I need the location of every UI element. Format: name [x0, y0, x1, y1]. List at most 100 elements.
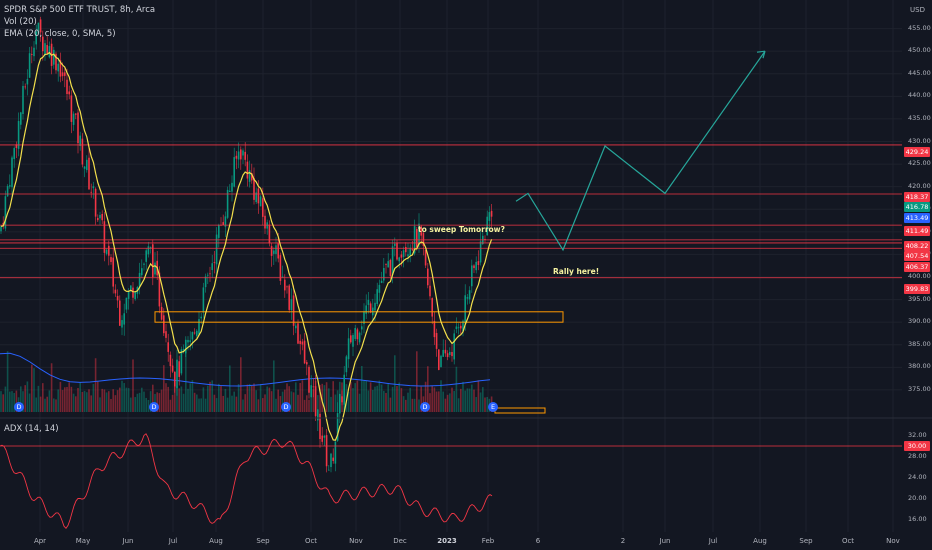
adx-tick-label: 24.00: [908, 472, 927, 481]
rally-annotation: Rally here!: [553, 267, 600, 276]
volume-bar: [471, 384, 473, 412]
volume-bar: [394, 355, 396, 412]
zone-box: [154, 311, 564, 323]
candle-body: [138, 272, 141, 287]
candle-body: [462, 320, 464, 332]
volume-bar: [365, 381, 367, 412]
candle-body: [369, 303, 372, 313]
candle-body: [207, 274, 209, 276]
volume-bar: [231, 395, 233, 412]
price-tick-label: 390.00: [908, 317, 931, 326]
volume-bar: [138, 392, 141, 412]
candle-body: [391, 246, 394, 275]
volume-bar: [147, 399, 150, 412]
volume-bar: [143, 391, 145, 412]
volume-bar: [77, 388, 79, 412]
candle-body: [490, 210, 493, 217]
candle-body: [411, 249, 414, 251]
time-tick-label: Nov: [886, 537, 900, 545]
event-marker-icon[interactable]: D: [149, 402, 159, 412]
candle-body: [2, 222, 4, 225]
volume-bar: [350, 382, 352, 412]
volume-bar: [222, 395, 224, 412]
candle-body: [218, 225, 220, 238]
candle-body: [451, 352, 453, 357]
event-marker-icon[interactable]: D: [281, 402, 291, 412]
volume-bar: [103, 389, 106, 412]
volume-bar: [81, 391, 84, 412]
candle-body: [457, 327, 460, 329]
vol-legend: Vol (20): [4, 17, 37, 27]
candle-body: [42, 36, 44, 52]
candle-body: [17, 121, 20, 149]
volume-bar: [319, 384, 321, 412]
candle-body: [154, 262, 156, 275]
volume-bar: [174, 385, 176, 412]
time-tick-label: Nov: [349, 537, 363, 545]
price-tag: 416.78: [904, 202, 930, 212]
candle-body: [237, 151, 240, 160]
candle-body: [420, 226, 422, 236]
volume-bar: [363, 380, 365, 412]
candle-body: [187, 339, 189, 343]
candle-body: [440, 355, 442, 368]
candle-body: [259, 196, 262, 207]
price-tag: 399.83: [904, 284, 930, 294]
volume-bar: [185, 353, 187, 412]
candle-body: [15, 144, 18, 148]
candle-body: [422, 232, 425, 246]
candle-body: [380, 280, 383, 283]
candle-body: [4, 196, 7, 229]
volume-bar: [105, 392, 108, 412]
volume-bar: [160, 389, 163, 412]
volume-bar: [233, 391, 235, 412]
volume-bar: [237, 384, 240, 412]
event-marker-icon[interactable]: E: [488, 402, 498, 412]
ema-line: [0, 51, 493, 441]
volume-bar: [277, 389, 279, 412]
candle-body: [345, 356, 348, 373]
candle-body: [308, 366, 310, 393]
candle-body: [99, 214, 101, 219]
time-tick-label: Jun: [659, 537, 671, 545]
candle-body: [176, 359, 178, 389]
event-marker-icon[interactable]: D: [14, 402, 24, 412]
candle-body: [389, 259, 392, 277]
time-tick-label: Oct: [841, 537, 855, 545]
volume-bar: [229, 365, 231, 412]
time-tick-label: Sep: [799, 537, 813, 545]
event-marker-icon[interactable]: D: [420, 402, 430, 412]
volume-bar: [224, 388, 227, 412]
volume-bar: [442, 391, 444, 412]
candle-body: [246, 161, 249, 179]
candle-body: [444, 349, 447, 354]
candle-body: [114, 289, 117, 294]
candle-body: [97, 217, 99, 221]
volume-bar: [130, 397, 132, 412]
volume-bar: [110, 398, 112, 412]
candle-body: [152, 244, 154, 278]
volume-bar: [328, 388, 330, 412]
candle-body: [394, 243, 396, 246]
volume-bar: [0, 391, 2, 412]
candle-body: [231, 182, 233, 192]
candle-body: [163, 315, 165, 334]
volume-bar: [273, 360, 275, 412]
volume-bar: [189, 383, 191, 412]
candle-body: [284, 279, 286, 291]
volume-bar: [68, 382, 70, 412]
volume-bar: [479, 392, 482, 412]
candle-body: [464, 295, 466, 324]
candle-body: [55, 53, 57, 71]
candle-body: [446, 353, 449, 358]
candle-body: [292, 295, 295, 326]
volume-bar: [464, 390, 466, 412]
volume-bar: [369, 382, 372, 412]
volume-bar: [167, 386, 169, 412]
candle-body: [433, 320, 436, 338]
volume-bar: [235, 396, 238, 412]
volume-bar: [468, 388, 471, 412]
volume-bar: [279, 396, 282, 412]
candle-body: [325, 435, 328, 467]
